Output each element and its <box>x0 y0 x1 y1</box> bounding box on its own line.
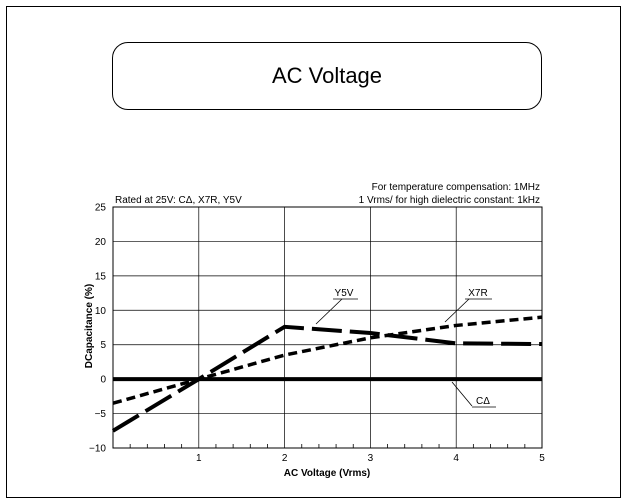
x-tick-label: 2 <box>282 453 288 464</box>
frequency-note-line2: 1 Vrms/ for high dielectric constant: 1k… <box>359 195 540 206</box>
series-label-x7r: X7R <box>468 288 487 299</box>
title-box: AC Voltage <box>112 42 542 110</box>
page-title: AC Voltage <box>271 63 383 88</box>
rated-note: Rated at 25V: CΔ, X7R, Y5V <box>115 195 242 206</box>
plot-border <box>112 206 543 449</box>
y-tick-label: −10 <box>89 444 106 455</box>
leader-line-x7r <box>444 298 470 323</box>
x-tick-label: 3 <box>368 453 374 464</box>
series-label-y5v: Y5V <box>335 288 354 299</box>
x-tick-label: 4 <box>453 453 459 464</box>
figure-frame <box>6 6 621 498</box>
frequency-note-line1: For temperature compensation: 1MHz <box>372 182 540 193</box>
y-axis-label: DCapacitance (%) <box>84 284 95 368</box>
y-tick-label: 0 <box>100 375 106 386</box>
series-line-x7r <box>112 315 543 405</box>
y-tick-label: −5 <box>95 409 107 420</box>
y-tick-label: 20 <box>95 237 107 248</box>
x-tick-label: 5 <box>539 453 545 464</box>
y-tick-label: 25 <box>95 203 107 214</box>
series-layer <box>111 315 543 433</box>
series-label-cdelta: CΔ <box>476 396 490 407</box>
series-line-y5v <box>111 324 543 433</box>
grid <box>113 206 543 449</box>
axes: 25 20 15 10 5 0 −5 −10 1 2 3 4 5 <box>89 203 545 465</box>
x-axis-label: AC Voltage (Vrms) <box>284 468 371 479</box>
y-tick-label: 10 <box>95 306 107 317</box>
y-tick-label: 5 <box>100 340 106 351</box>
leader-line-y5v <box>315 298 343 325</box>
leader-line-cdelta <box>451 381 473 407</box>
x-tick-label: 1 <box>196 453 202 464</box>
y-tick-label: 15 <box>95 271 107 282</box>
